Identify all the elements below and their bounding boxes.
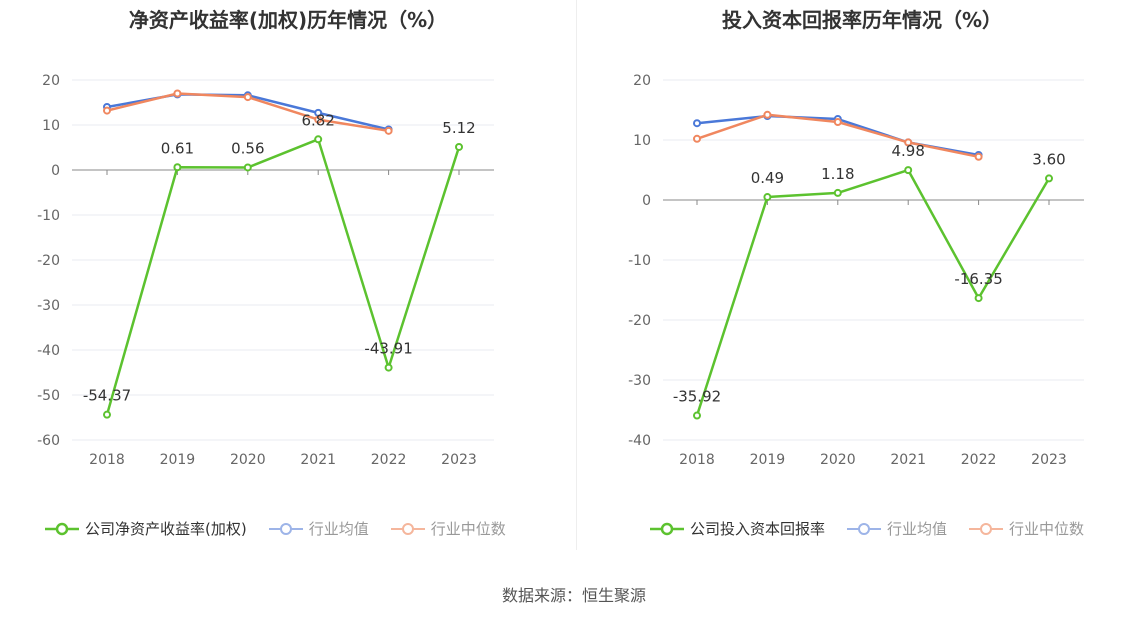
series-line	[105, 138, 461, 416]
y-tick-label: 20	[633, 73, 651, 89]
y-tick-label: -40	[37, 343, 60, 359]
y-tick-label: -20	[628, 313, 651, 329]
panel-divider	[576, 0, 577, 550]
legend-label: 公司净资产收益率(加权)	[85, 520, 247, 538]
data-point	[763, 193, 772, 202]
series-line	[695, 168, 1051, 416]
data-label: 0.56	[231, 139, 264, 157]
data-label: 5.12	[442, 119, 475, 137]
y-tick-label: -30	[37, 298, 60, 314]
legend-marker-icon	[390, 522, 425, 535]
x-tick-label: 2020	[820, 452, 856, 468]
legend-label: 行业均值	[887, 520, 948, 538]
data-point	[103, 106, 111, 115]
data-point	[693, 119, 701, 128]
legend-marker-icon	[847, 522, 882, 535]
legend-roe: 公司净资产收益率(加权) 行业均值 行业中位数	[45, 518, 506, 539]
x-tick-label: 2022	[371, 452, 407, 468]
legend-item-industry-avg[interactable]: 行业均值	[268, 518, 369, 539]
chart-title-roic: 投入资本回报率历年情况（%）	[721, 8, 1003, 32]
data-label: 0.61	[161, 139, 194, 157]
legend-item-industry-median[interactable]: 行业中位数	[969, 518, 1084, 539]
y-tick-label: -30	[628, 373, 651, 389]
chart-title-roe: 净资产收益率(加权)历年情况（%）	[128, 8, 448, 32]
x-tick-label: 2022	[961, 452, 997, 468]
data-point	[243, 163, 252, 172]
y-tick-label: -50	[37, 388, 60, 404]
data-point	[384, 126, 393, 135]
data-label: 1.18	[821, 165, 854, 183]
y-tick-label: -10	[37, 208, 60, 224]
data-label: -16.35	[954, 270, 1002, 288]
data-point	[173, 163, 182, 172]
legend-marker-icon	[268, 522, 303, 535]
data-point	[904, 166, 913, 175]
data-label: -43.91	[364, 340, 412, 358]
data-point	[974, 294, 983, 303]
y-tick-label: 0	[51, 163, 60, 179]
legend-roic: 公司投入资本回报率 行业均值 行业中位数	[650, 518, 1084, 539]
x-tick-label: 2018	[679, 452, 715, 468]
legend-item-company-roic[interactable]: 公司投入资本回报率	[650, 518, 825, 539]
data-point	[455, 142, 463, 151]
data-point	[103, 410, 111, 419]
x-tick-label: 2019	[160, 452, 196, 468]
data-label: -35.92	[673, 388, 721, 406]
data-point	[243, 93, 252, 102]
x-tick-label: 2018	[89, 452, 125, 468]
x-tick-label: 2020	[230, 452, 266, 468]
data-point	[833, 118, 842, 126]
y-tick-label: -20	[37, 253, 60, 269]
roe-line-chart: 20 10 0 -10 -20 -30 -40 -50 -60 2018 2019 2020 2021 2…	[37, 73, 494, 468]
legend-item-company-roe[interactable]: 公司净资产收益率(加权)	[45, 518, 247, 539]
y-tick-label: 10	[42, 118, 60, 134]
legend-marker-icon	[650, 522, 684, 535]
x-tick-label: 2019	[750, 452, 786, 468]
legend-item-industry-median[interactable]: 行业中位数	[390, 518, 506, 539]
legend-label: 行业均值	[308, 520, 369, 538]
legend-item-industry-avg[interactable]: 行业均值	[847, 518, 947, 539]
data-label: 6.82	[301, 111, 334, 129]
x-tick-label: 2021	[300, 452, 336, 468]
data-point	[833, 188, 842, 197]
data-point	[763, 110, 772, 119]
x-tick-label: 2023	[1031, 452, 1067, 468]
data-point	[173, 89, 182, 98]
data-point	[1045, 174, 1053, 183]
legend-label: 行业中位数	[430, 520, 506, 538]
data-source-note: 数据来源：恒生聚源	[501, 586, 646, 605]
data-label: 0.49	[751, 169, 784, 187]
data-point	[693, 134, 701, 143]
roic-line-chart: 20 10 0 -10 -20 -30 -40 2018 2019 2020 2021 2022 202…	[628, 73, 1084, 468]
x-tick-label: 2023	[441, 452, 477, 468]
data-label: -54.37	[83, 387, 131, 405]
legend-label: 公司投入资本回报率	[690, 520, 826, 538]
x-tick-label: 2021	[890, 452, 926, 468]
data-label: 3.60	[1032, 150, 1065, 168]
y-tick-label: 0	[642, 193, 651, 209]
data-point	[904, 138, 913, 147]
legend-marker-icon	[969, 522, 1004, 535]
y-tick-label: -10	[628, 253, 651, 269]
data-point	[693, 411, 701, 420]
data-point	[314, 135, 323, 144]
data-point	[314, 115, 323, 124]
data-point	[974, 152, 983, 161]
y-tick-label: -60	[37, 433, 60, 449]
y-tick-label: 10	[633, 133, 651, 149]
data-point	[384, 363, 393, 372]
legend-marker-icon	[45, 522, 79, 535]
legend-label: 行业中位数	[1009, 520, 1085, 538]
y-tick-label: 20	[42, 73, 60, 89]
data-label: 4.98	[891, 142, 924, 160]
y-tick-label: -40	[628, 433, 651, 449]
